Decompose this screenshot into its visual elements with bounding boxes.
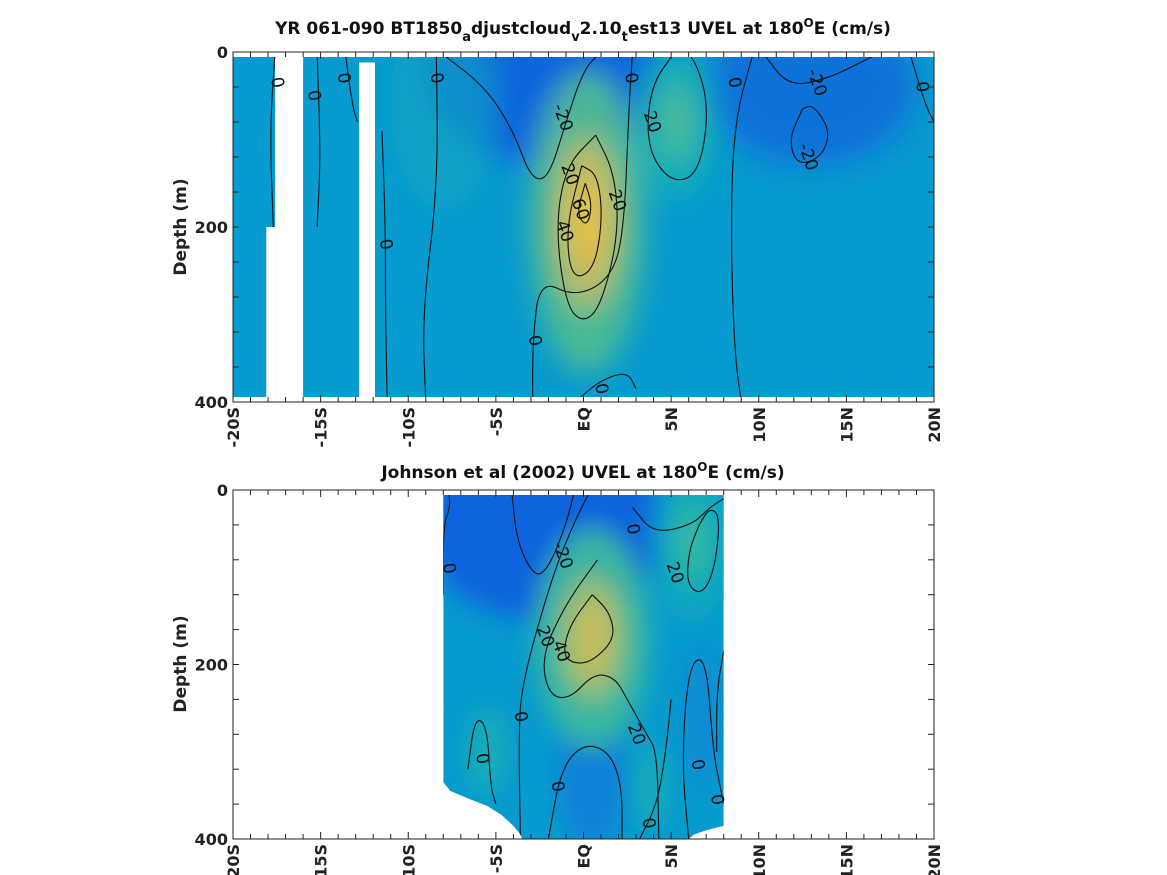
x-tick-label: 10N [750, 407, 769, 443]
contour-label: 0 [333, 71, 355, 85]
contour-label: 0 [303, 89, 325, 103]
x-tick-label: -15S [312, 844, 331, 875]
contour-line--20 [765, 57, 873, 84]
plot2-ylabel: Depth (m) [171, 615, 191, 712]
y-tick-label: 200 [195, 218, 228, 237]
y-tick-label: 0 [217, 481, 228, 500]
contour-line-0 [381, 130, 388, 397]
x-tick-label: 15N [837, 407, 856, 443]
x-tick-label: -20S [224, 407, 243, 447]
x-tick-label: 15N [837, 844, 856, 875]
contour-line--20 [790, 105, 829, 164]
y-tick-label: 400 [195, 830, 228, 849]
x-tick-label: 20N [925, 844, 944, 875]
contour-line-0 [731, 57, 753, 397]
plot1-ylabel: Depth (m) [171, 178, 191, 275]
x-tick-label: -5S [487, 844, 506, 873]
contour-line-0 [639, 699, 672, 839]
y-tick-label: 0 [217, 43, 228, 62]
plot-1: YR 061-090 BT1850adjustcloudv2.10test13 … [171, 16, 944, 447]
contour-label: 0 [546, 780, 568, 794]
contour-label: 0 [911, 80, 933, 94]
plot1-contours [270, 57, 934, 397]
x-tick-label: EQ [575, 407, 594, 432]
contour-line-20 [543, 559, 660, 839]
contour-label: 0 [687, 758, 709, 772]
contour-line--20 [445, 57, 597, 180]
contour-line-0 [270, 57, 276, 228]
missing-data-gap [275, 57, 304, 397]
contour-label: 0 [438, 561, 460, 575]
plot1-axes: -20S -15S -10S -5S EQ 5N 10N 15N 20N 0 200 400 [195, 43, 944, 447]
contour-label: 0 [590, 382, 612, 396]
contour-line-60 [578, 183, 592, 224]
plot2-axes: -20S -15S -10S -5S EQ 5N 10N 15N 20N 0 200 400 [195, 481, 944, 875]
contour-line-0 [716, 651, 724, 752]
contour-line-0 [443, 495, 451, 595]
x-tick-label: -15S [312, 407, 331, 447]
missing-data-gap [266, 227, 276, 397]
plot2-title: Johnson et al (2002) UVEL at 180OE (cm/s… [380, 460, 784, 483]
contour-line--20 [511, 495, 576, 575]
x-tick-label: -10S [399, 844, 418, 875]
contour-label: 0 [622, 522, 644, 536]
contour-line-0 [518, 495, 592, 839]
contour-line-0 [682, 659, 724, 839]
contour-line-0 [467, 720, 497, 805]
x-tick-label: 5N [662, 407, 681, 432]
contour-label: 0 [706, 793, 728, 807]
contour-label: 0 [524, 334, 546, 348]
x-tick-label: -20S [224, 844, 243, 875]
contour-label: 0 [426, 71, 448, 85]
contour-line-40 [564, 594, 614, 664]
contour-line-40 [567, 165, 602, 277]
missing-data-gap [359, 62, 375, 397]
plot2-contours [443, 495, 724, 839]
y-tick-label: 200 [195, 656, 228, 675]
contour-label: 0 [471, 752, 493, 766]
plot1-title: YR 061-090 BT1850adjustcloudv2.10test13 … [274, 16, 891, 45]
plot-2: Johnson et al (2002) UVEL at 180OE (cm/s… [171, 460, 944, 875]
contour-label: 0 [375, 237, 397, 251]
x-tick-label: -10S [399, 407, 418, 447]
contour-line-0 [532, 57, 633, 397]
contour-label: 0 [620, 71, 642, 85]
contour-label: 0 [723, 76, 745, 90]
contour-line-0 [345, 57, 358, 123]
contour-line-0 [579, 373, 637, 397]
contour-line-20 [687, 509, 719, 592]
contour-line-0 [547, 745, 623, 839]
contour-label: 0 [510, 710, 532, 724]
x-tick-label: EQ [575, 844, 594, 869]
x-tick-label: -5S [487, 407, 506, 436]
plot2-velocity-field [443, 495, 724, 839]
contour-line-20 [647, 57, 707, 181]
x-tick-label: 10N [750, 844, 769, 875]
contour-line-0 [423, 57, 438, 397]
y-tick-label: 400 [195, 393, 228, 412]
contour-line-0 [910, 57, 934, 123]
contour-label: 0 [266, 76, 288, 90]
x-tick-label: 5N [662, 844, 681, 869]
contour-label: 0 [638, 816, 660, 830]
x-tick-label: 20N [925, 407, 944, 443]
contour-line-0 [632, 498, 724, 531]
contour-line-0 [316, 57, 321, 228]
contour-line-20 [557, 134, 618, 320]
plot1-velocity-field [233, 57, 934, 397]
